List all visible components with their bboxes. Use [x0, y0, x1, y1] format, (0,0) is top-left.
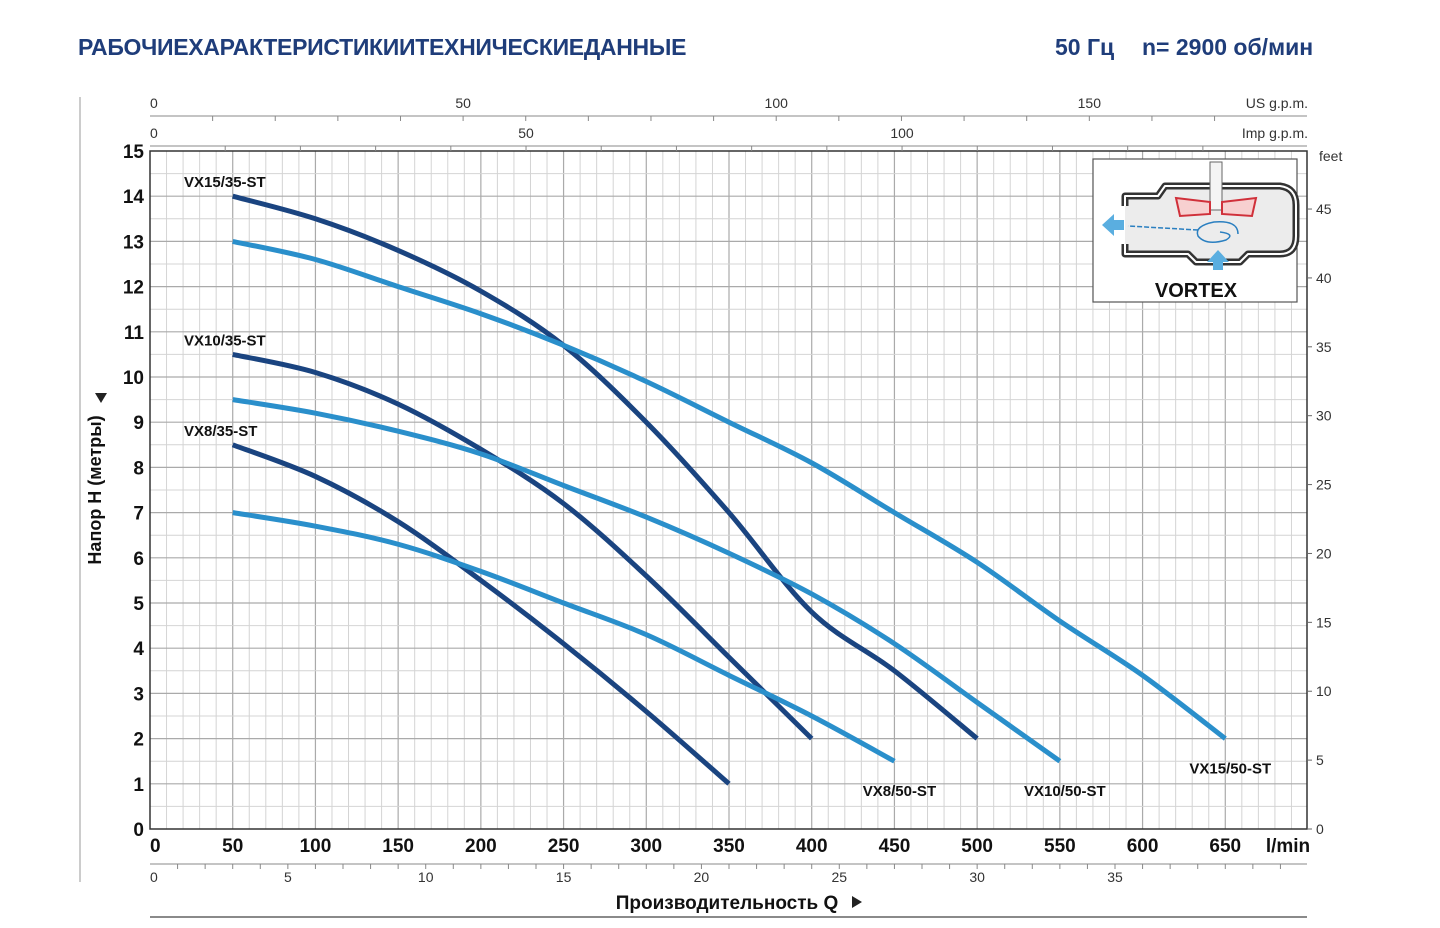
feet-tick-label: 45 — [1316, 201, 1332, 217]
feet-tick-label: 30 — [1316, 408, 1332, 424]
curve-vx15-50-st — [232, 238, 1227, 741]
y-tick-label: 15 — [123, 142, 145, 163]
plot-frame — [149, 150, 1308, 830]
x-tick-label: 400 — [796, 836, 828, 857]
y-tick-label: 2 — [133, 730, 144, 751]
feet-tick-label: 20 — [1316, 545, 1332, 561]
x-tick-label: 150 — [382, 836, 414, 857]
series-label-vx10-50-st: VX10/50-ST — [1024, 783, 1106, 800]
x-tick-label: 350 — [713, 836, 745, 857]
y-axis-title: Напор H (метры) — [85, 415, 105, 564]
y-tick-label: 9 — [133, 413, 144, 434]
feet-tick-label: 15 — [1316, 614, 1332, 630]
curve-vx8-35-st — [231, 442, 731, 786]
x-axis-title: Производительность Q — [616, 893, 839, 914]
feet-tick-label: 5 — [1316, 752, 1324, 768]
us-gpm-tick-label: 100 — [765, 95, 789, 111]
imp-gpm-tick-label: 100 — [890, 125, 914, 141]
y-tick-label: 3 — [133, 684, 144, 705]
vortex-inset: VORTEX — [1092, 158, 1300, 303]
imp-gpm-tick-label: 0 — [150, 125, 158, 141]
curve-vx8-50-st — [232, 510, 896, 764]
m3h-tick-label: 0 — [150, 869, 158, 885]
series-label-vx10-35-st: VX10/35-ST — [184, 332, 266, 349]
chart-grid — [150, 151, 1307, 829]
x-tick-label: 550 — [1044, 836, 1076, 857]
y-tick-label: 5 — [133, 594, 144, 615]
imp-gpm-tick-label: 50 — [518, 125, 534, 141]
y-tick-label: 14 — [123, 187, 145, 208]
m3h-tick-label: 30 — [969, 869, 985, 885]
feet-tick-label: 0 — [1316, 821, 1324, 837]
page-title: РАБОЧИЕХАРАКТЕРИСТИКИИТЕХНИЧЕСКИЕДАННЫЕ — [78, 34, 687, 60]
series-label-vx8-35-st: VX8/35-ST — [184, 423, 257, 440]
y-tick-label: 6 — [133, 549, 144, 570]
y-tick-label: 7 — [133, 504, 144, 525]
y-tick-label: 0 — [133, 820, 144, 841]
us-gpm-tick-label: 50 — [455, 95, 471, 111]
x-tick-label: 0 — [150, 836, 161, 857]
x-tick-label: 500 — [961, 836, 993, 857]
us-gpm-tick-label: 0 — [150, 95, 158, 111]
y-tick-label: 13 — [123, 232, 144, 253]
vortex-pump-cross-section-icon — [1102, 161, 1300, 270]
y-tick-label: 4 — [133, 639, 144, 660]
x-unit-label: l/min — [1266, 836, 1310, 857]
speed-label: n= 2900 об/мин — [1142, 34, 1314, 60]
chart-axes — [79, 97, 1308, 918]
x-tick-label: 450 — [879, 836, 911, 857]
series-label-vx15-50-st: VX15/50-ST — [1189, 761, 1271, 778]
m3h-tick-label: 5 — [284, 869, 292, 885]
x-tick-label: 600 — [1127, 836, 1159, 857]
series-label-vx8-50-st: VX8/50-ST — [863, 783, 936, 800]
y-tick-label: 12 — [123, 278, 144, 299]
x-tick-label: 650 — [1209, 836, 1241, 857]
y-tick-label: 11 — [124, 323, 145, 344]
y-axis-title-arrow-icon — [95, 393, 107, 403]
us-gpm-unit: US g.p.m. — [1246, 95, 1308, 111]
x-axis-title-arrow-icon — [852, 896, 862, 908]
vortex-label: VORTEX — [1155, 280, 1238, 302]
x-tick-label: 100 — [300, 836, 332, 857]
m3h-tick-label: 15 — [556, 869, 572, 885]
imp-gpm-unit: Imp g.p.m. — [1242, 125, 1308, 141]
y-tick-label: 1 — [133, 775, 144, 796]
m3h-tick-label: 25 — [831, 869, 847, 885]
series-label-vx15-35-st: VX15/35-ST — [184, 174, 266, 191]
feet-tick-label: 25 — [1316, 477, 1332, 493]
m3h-tick-label: 10 — [418, 869, 434, 885]
m3h-tick-label: 35 — [1107, 869, 1123, 885]
chart-series-labels: VX15/35-ST VX10/35-ST VX8/35-ST VX15/50-ST V… — [184, 174, 1271, 800]
curve-vx10-35-st — [232, 351, 814, 741]
m3h-tick-label: 20 — [694, 869, 710, 885]
feet-tick-label: 40 — [1316, 270, 1332, 286]
curve-vx15-35-st — [232, 193, 979, 741]
y-tick-label: 8 — [133, 458, 144, 479]
chart-curves — [231, 193, 1227, 786]
curve-vx10-50-st — [232, 397, 1062, 764]
x-tick-label: 50 — [222, 836, 243, 857]
feet-tick-label: 10 — [1316, 683, 1332, 699]
feet-tick-label: 35 — [1316, 339, 1332, 355]
x-tick-label: 200 — [465, 836, 497, 857]
x-tick-label: 250 — [548, 836, 580, 857]
feet-unit: feet — [1319, 148, 1342, 164]
frequency-label: 50 Гц — [1055, 34, 1115, 60]
us-gpm-tick-label: 150 — [1078, 95, 1102, 111]
y-tick-label: 10 — [123, 368, 144, 389]
x-tick-label: 300 — [630, 836, 662, 857]
